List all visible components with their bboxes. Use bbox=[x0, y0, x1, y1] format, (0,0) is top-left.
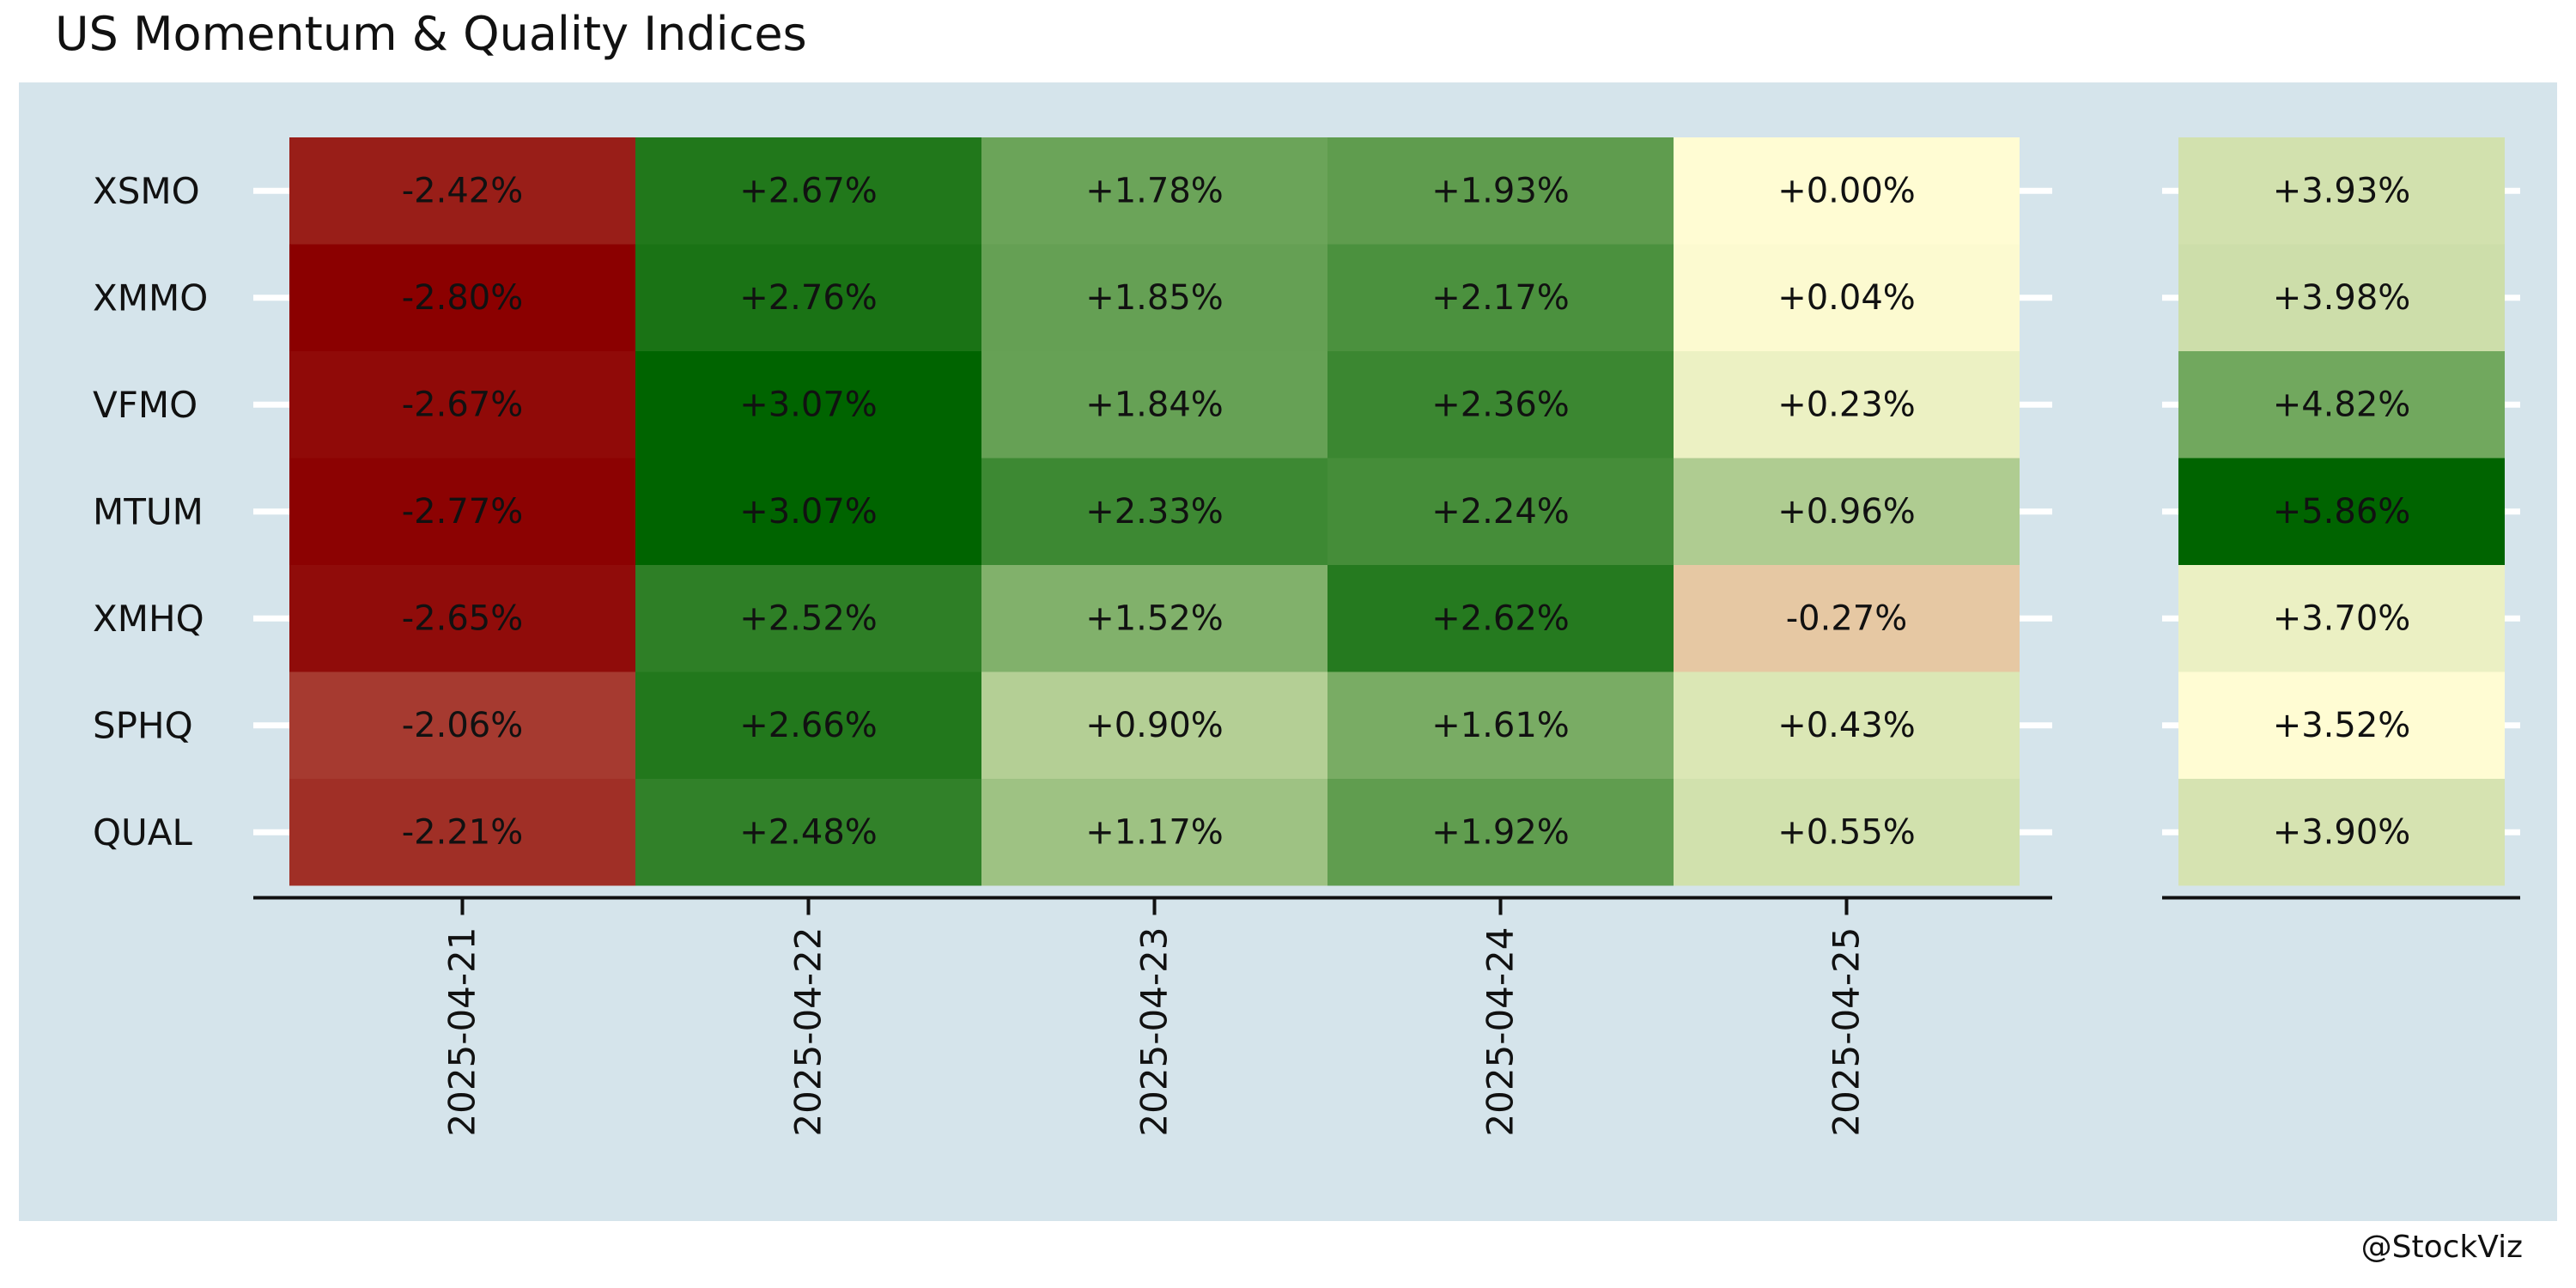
cell-label: -0.27% bbox=[1786, 598, 1908, 638]
y-tick-label: XMMO bbox=[93, 276, 208, 319]
cell-label: +0.90% bbox=[1085, 706, 1224, 745]
y-tick-label: MTUM bbox=[93, 490, 204, 532]
heatmap-cell bbox=[1327, 671, 1674, 779]
y-tick-label: QUAL bbox=[93, 811, 193, 854]
heatmap-cell bbox=[1327, 244, 1674, 351]
cell-label: -2.67% bbox=[402, 385, 524, 424]
cell-label: +1.84% bbox=[1085, 385, 1224, 424]
source-caption: @StockViz bbox=[2360, 1230, 2523, 1265]
cell-label: -2.21% bbox=[402, 812, 524, 852]
heatmap-cell bbox=[981, 779, 1327, 886]
x-tick-label: 2025-04-25 bbox=[1826, 927, 1868, 1137]
cell-label: +2.52% bbox=[739, 598, 878, 638]
total-cell bbox=[2178, 244, 2505, 351]
cell-label: +2.67% bbox=[739, 171, 878, 210]
total-label: +4.82% bbox=[2273, 385, 2411, 424]
cell-label: +1.52% bbox=[1085, 598, 1224, 638]
cell-label: +0.43% bbox=[1777, 706, 1916, 745]
heatmap-cell bbox=[289, 351, 635, 459]
heatmap-cell bbox=[635, 458, 981, 565]
heatmap-cell bbox=[981, 671, 1327, 779]
chart-title: US Momentum & Quality Indices bbox=[55, 7, 807, 61]
total-cell bbox=[2178, 671, 2505, 779]
cell-label: +2.33% bbox=[1085, 492, 1224, 532]
cell-label: +0.23% bbox=[1777, 385, 1916, 424]
cell-label: +2.48% bbox=[739, 812, 878, 852]
total-label: +3.98% bbox=[2273, 278, 2411, 318]
cell-label: +0.96% bbox=[1777, 492, 1916, 532]
y-tick-label: VFMO bbox=[93, 384, 197, 426]
heatmap-cell bbox=[1674, 671, 2020, 779]
heatmap-cell bbox=[1674, 137, 2020, 245]
cell-label: +1.78% bbox=[1085, 171, 1224, 210]
x-tick-label: 2025-04-23 bbox=[1133, 927, 1176, 1137]
cell-label: -2.80% bbox=[402, 278, 524, 318]
heatmap-cell bbox=[981, 458, 1327, 565]
total-label: +3.90% bbox=[2273, 812, 2411, 852]
heatmap-cell bbox=[1327, 137, 1674, 245]
cell-label: +1.93% bbox=[1431, 171, 1570, 210]
heatmap-cell bbox=[289, 779, 635, 886]
heatmap-cell bbox=[289, 244, 635, 351]
heatmap-cell bbox=[289, 565, 635, 672]
heatmap-cell bbox=[635, 137, 981, 245]
total-cell bbox=[2178, 351, 2505, 459]
heatmap-cell bbox=[635, 244, 981, 351]
total-label: +3.52% bbox=[2273, 706, 2411, 745]
heatmap-cell bbox=[289, 458, 635, 565]
cell-label: +1.85% bbox=[1085, 278, 1224, 318]
heatmap-cell bbox=[1674, 779, 2020, 886]
heatmap-cell bbox=[1327, 779, 1674, 886]
cell-label: +0.00% bbox=[1777, 171, 1916, 210]
heatmap-cell bbox=[1674, 458, 2020, 565]
heatmap-cell bbox=[1327, 458, 1674, 565]
heatmap-cell bbox=[635, 565, 981, 672]
cell-label: +2.62% bbox=[1431, 598, 1570, 638]
cell-label: -2.77% bbox=[402, 492, 524, 532]
x-tick-label: 2025-04-21 bbox=[441, 927, 483, 1137]
cell-label: +2.24% bbox=[1431, 492, 1570, 532]
heatmap-cell bbox=[1327, 351, 1674, 459]
heatmap-cell bbox=[1674, 351, 2020, 459]
total-cell bbox=[2178, 458, 2505, 565]
x-tick-label: 2025-04-24 bbox=[1479, 927, 1522, 1137]
heatmap-cell bbox=[1674, 565, 2020, 672]
y-tick-label: XMHQ bbox=[93, 598, 204, 640]
total-label: +3.70% bbox=[2273, 598, 2411, 638]
cell-label: +0.55% bbox=[1777, 812, 1916, 852]
heatmap-cell bbox=[1674, 244, 2020, 351]
total-cell bbox=[2178, 565, 2505, 672]
cell-label: +3.07% bbox=[739, 492, 878, 532]
cell-label: +1.92% bbox=[1431, 812, 1570, 852]
total-cell bbox=[2178, 137, 2505, 245]
y-tick-label: XSMO bbox=[93, 170, 200, 212]
y-tick-label: SPHQ bbox=[93, 704, 193, 746]
cell-label: +0.04% bbox=[1777, 278, 1916, 318]
cell-label: +2.66% bbox=[739, 706, 878, 745]
x-tick-label: 2025-04-22 bbox=[787, 927, 829, 1137]
heatmap-cell bbox=[289, 671, 635, 779]
heatmap-cell bbox=[981, 351, 1327, 459]
heatmap-cell bbox=[289, 137, 635, 245]
total-cell bbox=[2178, 779, 2505, 886]
heatmap-cell bbox=[635, 671, 981, 779]
cell-label: +2.76% bbox=[739, 278, 878, 318]
heatmap-cell bbox=[981, 137, 1327, 245]
cell-label: -2.06% bbox=[402, 706, 524, 745]
cell-label: -2.42% bbox=[402, 171, 524, 210]
heatmap-cell bbox=[635, 351, 981, 459]
cell-label: +3.07% bbox=[739, 385, 878, 424]
cell-label: +1.17% bbox=[1085, 812, 1224, 852]
cell-label: -2.65% bbox=[402, 598, 524, 638]
heatmap-cell bbox=[981, 565, 1327, 672]
cell-label: +2.17% bbox=[1431, 278, 1570, 318]
cell-label: +1.61% bbox=[1431, 706, 1570, 745]
heatmap-cell bbox=[1327, 565, 1674, 672]
total-label: +5.86% bbox=[2273, 492, 2411, 532]
cell-label: +2.36% bbox=[1431, 385, 1570, 424]
heatmap-cell bbox=[635, 779, 981, 886]
heatmap-cell bbox=[981, 244, 1327, 351]
total-label: +3.93% bbox=[2273, 171, 2411, 210]
